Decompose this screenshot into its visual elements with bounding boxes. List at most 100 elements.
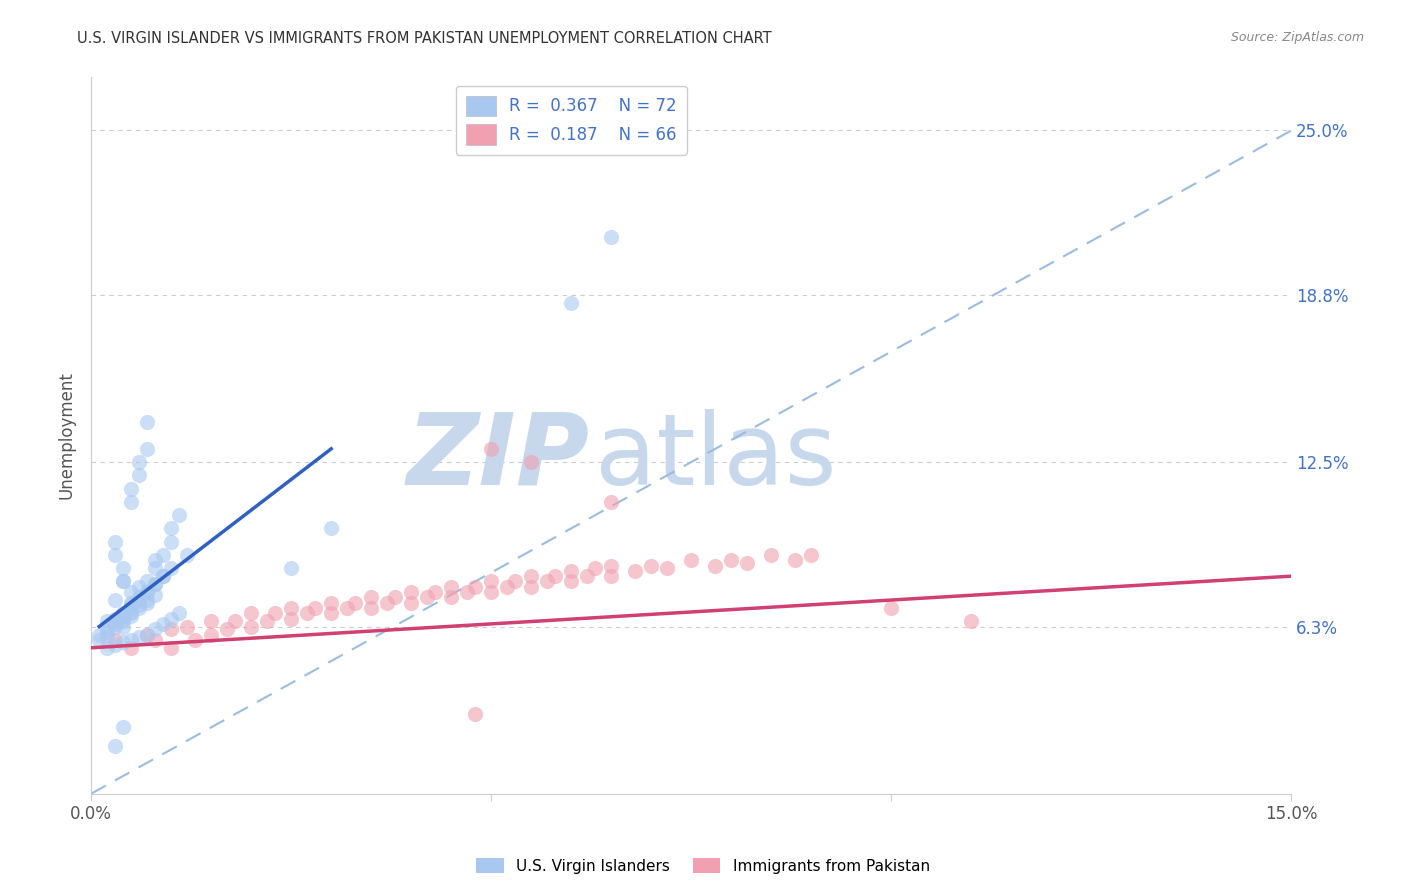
Point [143, 588, 166, 602]
Point [104, 611, 127, 625]
Point [375, 596, 398, 610]
Point [336, 601, 359, 615]
Point [136, 574, 159, 589]
Point [321, 607, 343, 621]
Point [544, 569, 567, 583]
Point [280, 601, 302, 615]
Point [583, 561, 606, 575]
Point [200, 614, 222, 628]
Point [280, 611, 302, 625]
Point [240, 619, 263, 633]
Point [136, 593, 159, 607]
Point [560, 574, 582, 589]
Point [520, 455, 543, 469]
Point [96, 614, 118, 628]
Point [640, 558, 662, 573]
Point [456, 585, 478, 599]
Point [479, 442, 502, 456]
Point [152, 569, 174, 583]
Point [89, 632, 111, 647]
Point [128, 630, 150, 644]
Point [128, 591, 150, 605]
Point [360, 591, 382, 605]
Point [295, 607, 318, 621]
Point [600, 558, 623, 573]
Point [704, 558, 727, 573]
Point [112, 574, 135, 589]
Point [128, 468, 150, 483]
Point [321, 596, 343, 610]
Point [761, 548, 783, 562]
Point [264, 607, 287, 621]
Point [800, 548, 823, 562]
Point [104, 593, 127, 607]
Text: U.S. VIRGIN ISLANDER VS IMMIGRANTS FROM PAKISTAN UNEMPLOYMENT CORRELATION CHART: U.S. VIRGIN ISLANDER VS IMMIGRANTS FROM … [77, 31, 772, 46]
Text: Source: ZipAtlas.com: Source: ZipAtlas.com [1230, 31, 1364, 45]
Point [416, 591, 439, 605]
Point [464, 707, 486, 722]
Point [176, 548, 198, 562]
Point [104, 548, 127, 562]
Point [128, 593, 150, 607]
Point [479, 574, 502, 589]
Point [136, 627, 159, 641]
Point [280, 561, 302, 575]
Point [425, 585, 447, 599]
Point [600, 229, 623, 244]
Text: ZIP: ZIP [406, 409, 589, 506]
Point [112, 607, 135, 621]
Point [96, 622, 118, 636]
Point [496, 580, 519, 594]
Point [128, 599, 150, 613]
Point [143, 553, 166, 567]
Point [143, 577, 166, 591]
Point [880, 601, 903, 615]
Legend: U.S. Virgin Islanders, Immigrants from Pakistan: U.S. Virgin Islanders, Immigrants from P… [470, 852, 936, 880]
Point [176, 619, 198, 633]
Point [657, 561, 679, 575]
Point [600, 495, 623, 509]
Point [112, 611, 135, 625]
Point [128, 580, 150, 594]
Point [120, 604, 142, 618]
Point [624, 564, 647, 578]
Point [112, 635, 135, 649]
Point [143, 561, 166, 575]
Point [136, 415, 159, 429]
Point [520, 569, 543, 583]
Point [96, 630, 118, 644]
Point [128, 601, 150, 615]
Point [104, 632, 127, 647]
Point [440, 580, 463, 594]
Point [120, 632, 142, 647]
Point [399, 585, 422, 599]
Point [152, 616, 174, 631]
Point [136, 442, 159, 456]
Point [120, 599, 142, 613]
Point [384, 591, 406, 605]
Point [104, 638, 127, 652]
Point [160, 622, 183, 636]
Point [256, 614, 278, 628]
Text: atlas: atlas [595, 409, 837, 506]
Point [224, 614, 246, 628]
Point [104, 616, 127, 631]
Point [136, 596, 159, 610]
Point [217, 622, 239, 636]
Point [120, 640, 142, 655]
Point [152, 569, 174, 583]
Point [200, 627, 222, 641]
Point [120, 609, 142, 624]
Point [479, 585, 502, 599]
Point [464, 580, 486, 594]
Point [89, 627, 111, 641]
Point [160, 521, 183, 535]
Point [128, 455, 150, 469]
Point [112, 614, 135, 628]
Point [160, 611, 183, 625]
Point [304, 601, 326, 615]
Point [112, 561, 135, 575]
Point [184, 632, 207, 647]
Y-axis label: Unemployment: Unemployment [58, 372, 75, 500]
Point [240, 607, 263, 621]
